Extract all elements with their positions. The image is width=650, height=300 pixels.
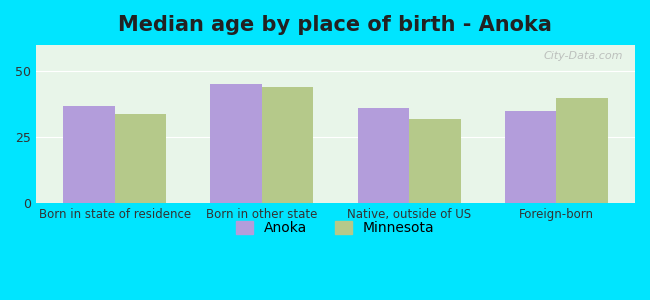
Legend: Anoka, Minnesota: Anoka, Minnesota <box>231 216 440 241</box>
Bar <box>63 106 114 203</box>
Title: Median age by place of birth - Anoka: Median age by place of birth - Anoka <box>118 15 552 35</box>
Bar <box>504 111 556 203</box>
Text: City-Data.com: City-Data.com <box>543 51 623 61</box>
Bar <box>262 87 313 203</box>
Bar <box>211 85 262 203</box>
Bar <box>556 98 608 203</box>
Bar <box>409 119 461 203</box>
Bar <box>358 108 409 203</box>
Bar <box>114 113 166 203</box>
